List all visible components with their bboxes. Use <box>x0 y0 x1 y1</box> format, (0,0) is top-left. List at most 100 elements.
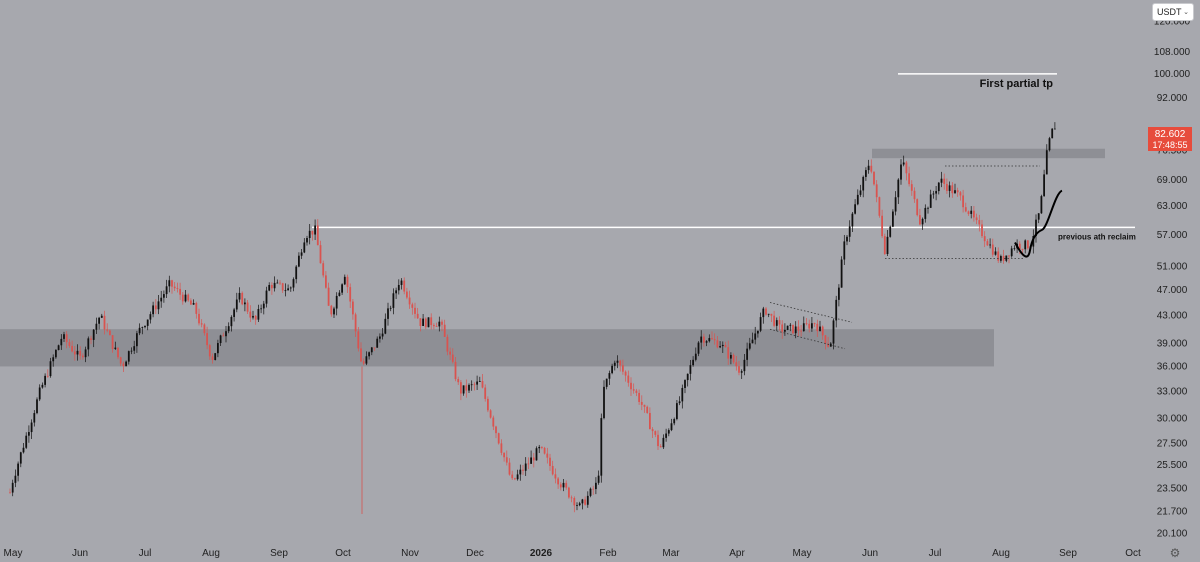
candle <box>508 458 511 476</box>
candle <box>119 356 122 367</box>
candle <box>11 479 14 497</box>
currency-selector[interactable]: USDT ⌄ <box>1152 3 1194 21</box>
candle <box>800 324 802 337</box>
zones-layer <box>0 148 1105 367</box>
candle <box>57 344 60 351</box>
candle <box>624 370 627 382</box>
candle <box>103 310 106 335</box>
candle <box>281 282 284 294</box>
candle <box>646 405 649 414</box>
chevron-down-icon: ⌄ <box>1183 9 1189 16</box>
candle <box>773 310 775 328</box>
candle <box>127 350 130 365</box>
candle <box>989 238 991 249</box>
y-tick-label: 23.500 <box>1157 484 1188 495</box>
candle <box>1037 213 1040 224</box>
candle <box>892 209 894 228</box>
candle <box>613 360 616 371</box>
candle <box>252 310 254 320</box>
candle <box>1040 194 1043 214</box>
x-tick-label: Oct <box>335 548 351 559</box>
candle <box>379 333 381 343</box>
candle <box>227 322 230 334</box>
x-tick-label: Sep <box>270 548 288 559</box>
candle <box>414 302 416 319</box>
x-tick-label: Jul <box>139 548 152 559</box>
candle <box>303 238 306 254</box>
candle <box>338 290 341 297</box>
candle <box>754 326 757 345</box>
candle <box>622 359 624 375</box>
candle <box>314 219 316 240</box>
y-tick-label: 92.000 <box>1157 93 1188 104</box>
candle <box>17 461 19 482</box>
candle <box>195 301 198 319</box>
candle <box>152 301 154 318</box>
candle <box>921 217 924 230</box>
candle <box>514 477 516 481</box>
candle <box>994 247 997 256</box>
candle <box>130 347 133 355</box>
candle <box>595 477 597 495</box>
gear-icon[interactable]: ⚙ <box>1169 546 1181 560</box>
candle <box>279 280 281 285</box>
candle <box>265 286 268 308</box>
candle <box>991 238 994 257</box>
candle <box>219 334 222 346</box>
candle <box>149 311 152 324</box>
candle <box>438 316 441 332</box>
x-tick-label: Aug <box>992 548 1010 559</box>
y-tick-label: 27.500 <box>1157 439 1188 450</box>
candle <box>784 323 786 336</box>
candle <box>214 352 217 361</box>
candle <box>805 318 808 326</box>
y-tick-label: 21.700 <box>1157 506 1188 517</box>
candle <box>457 376 460 385</box>
candle <box>811 316 813 332</box>
candle <box>41 382 44 389</box>
candle <box>73 346 76 361</box>
candle <box>19 451 22 468</box>
candle <box>146 319 149 331</box>
x-tick-label: Jun <box>72 548 88 559</box>
candle <box>1013 245 1016 251</box>
y-axis: 120.000 108.000 100.000 92.000 76.500 69.000 6… <box>1154 17 1191 540</box>
candle <box>187 293 190 302</box>
candle <box>465 379 468 398</box>
candle <box>759 312 762 333</box>
candle <box>1054 122 1056 130</box>
candle <box>997 247 1000 264</box>
candle <box>651 427 654 438</box>
candle <box>586 491 589 508</box>
candle <box>813 322 816 327</box>
candle <box>90 335 92 345</box>
candle <box>924 204 927 223</box>
candle <box>640 395 643 411</box>
pattern-line-2 <box>769 328 846 350</box>
candle <box>743 354 746 376</box>
candle <box>406 287 408 300</box>
candle <box>238 287 241 303</box>
candle <box>856 189 859 206</box>
candle <box>343 274 346 286</box>
y-tick-label: 63.000 <box>1157 201 1188 212</box>
candle <box>503 452 505 462</box>
candle <box>854 199 856 215</box>
candle <box>789 323 792 332</box>
candle <box>122 361 125 372</box>
candle <box>1051 128 1054 139</box>
candle <box>79 346 82 360</box>
candle <box>954 183 956 194</box>
candle <box>689 360 692 381</box>
candle <box>173 282 176 292</box>
candle <box>894 191 897 216</box>
candle <box>22 442 25 454</box>
candle <box>98 316 100 330</box>
candle <box>886 229 889 257</box>
candle <box>881 209 883 239</box>
candle <box>751 332 754 344</box>
candle <box>443 319 446 337</box>
candle <box>1043 169 1045 197</box>
candle <box>927 206 929 214</box>
